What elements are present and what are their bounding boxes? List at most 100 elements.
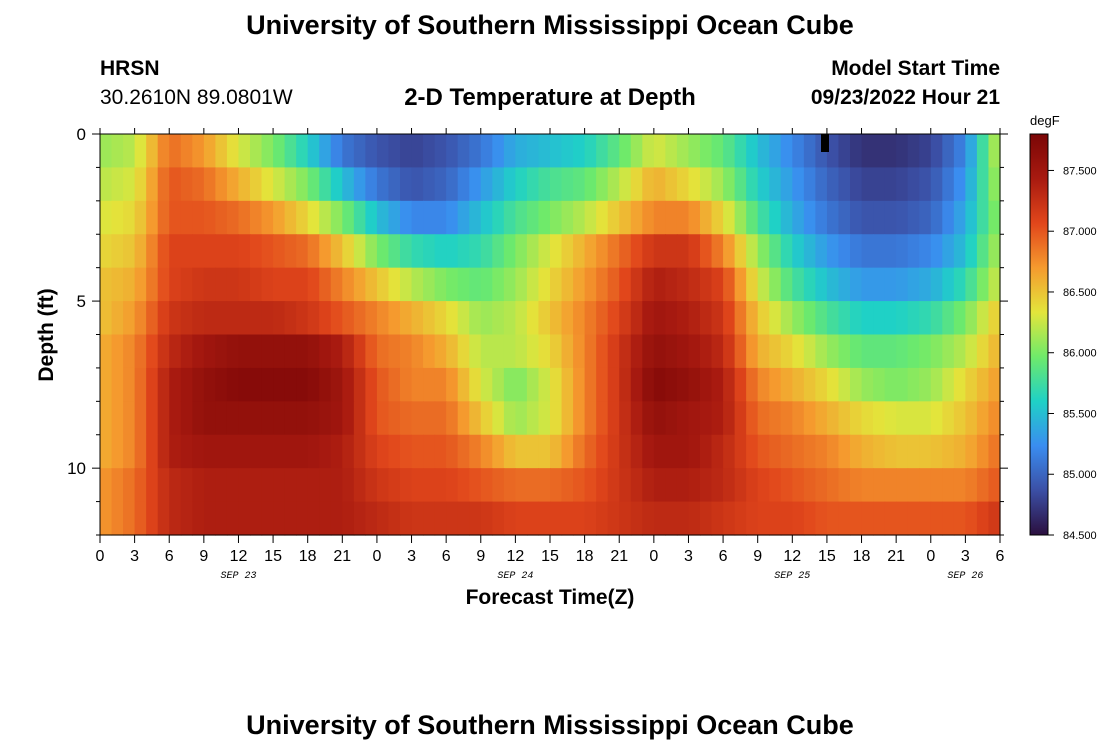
heatmap-cell (884, 167, 897, 202)
heatmap-cell (573, 167, 586, 202)
heatmap-cell (423, 401, 436, 436)
heatmap-cell (907, 234, 920, 269)
heatmap-cell (630, 501, 643, 536)
heatmap-cell (123, 167, 136, 202)
heatmap-cell (642, 134, 655, 169)
heatmap-cell (757, 401, 770, 436)
heatmap-cell (423, 334, 436, 369)
heatmap-cell (261, 501, 274, 536)
heatmap-cell (342, 468, 355, 503)
heatmap-cell (688, 501, 701, 536)
heatmap-cell (711, 501, 724, 536)
y-axis-title: Depth (ft) (35, 288, 58, 381)
heatmap-cell (400, 334, 413, 369)
heatmap-cell (446, 267, 459, 302)
heatmap-cell (746, 167, 759, 202)
heatmap-cell (330, 301, 343, 336)
heatmap-cell (653, 267, 666, 302)
heatmap-cell (907, 367, 920, 402)
heatmap-cell (711, 367, 724, 402)
heatmap-cell (134, 468, 147, 503)
colorbar-tick-label: 86.000 (1063, 348, 1097, 360)
heatmap-cell (146, 501, 159, 536)
heatmap-cell (146, 468, 159, 503)
heatmap-cell (526, 434, 540, 469)
heatmap-cell (988, 334, 1001, 369)
heatmap-cell (388, 301, 401, 336)
heatmap-cell (688, 301, 701, 336)
heatmap-cell (296, 468, 309, 503)
x-tick-label: 18 (576, 548, 594, 565)
heatmap-cell (157, 234, 170, 269)
heatmap-cell (503, 401, 516, 436)
x-tick-label: 12 (506, 548, 524, 565)
heatmap-cell (723, 501, 736, 536)
heatmap-cell (284, 401, 297, 436)
heatmap-cell (896, 367, 909, 402)
heatmap-cell (192, 301, 205, 336)
heatmap-cell (250, 367, 263, 402)
heatmap-cell (792, 434, 805, 469)
heatmap-cell (873, 301, 886, 336)
heatmap-cell (123, 334, 136, 369)
heatmap-cell (619, 267, 632, 302)
heatmap-cell (538, 200, 551, 235)
heatmap-cell (803, 234, 816, 269)
heatmap-cell (861, 401, 874, 436)
heatmap-cell (930, 234, 943, 269)
heatmap-cell (423, 468, 436, 503)
heatmap-cell (815, 167, 828, 202)
heatmap-cell (296, 401, 309, 436)
heatmap-cell (596, 234, 609, 269)
heatmap-cell (353, 301, 366, 336)
heatmap-cell (584, 468, 597, 503)
heatmap-cell (238, 301, 251, 336)
heatmap-cell (169, 167, 182, 202)
heatmap-cell (376, 468, 390, 503)
heatmap-cell (157, 434, 170, 469)
heatmap-cell (342, 434, 355, 469)
heatmap-cell (896, 234, 909, 269)
x-tick-label: 3 (130, 548, 139, 565)
heatmap-cell (400, 134, 413, 169)
heatmap-cell (907, 401, 920, 436)
heatmap-cell (723, 267, 736, 302)
heatmap-cell (884, 234, 897, 269)
model-start-time: 09/23/2022 Hour 21 (810, 86, 1000, 109)
heatmap-cell (873, 334, 886, 369)
heatmap-cell (215, 267, 228, 302)
heatmap-cell (203, 401, 216, 436)
heatmap-cell (711, 234, 724, 269)
heatmap-cell (134, 501, 147, 536)
heatmap-cell (215, 434, 228, 469)
heatmap-cell (653, 200, 666, 235)
heatmap-cell (873, 434, 886, 469)
heatmap-cell (561, 468, 574, 503)
heatmap-cell (434, 367, 447, 402)
x-tick-label: 0 (96, 548, 105, 565)
heatmap-cell (250, 134, 263, 169)
heatmap-cell (353, 200, 366, 235)
heatmap-cell (919, 200, 932, 235)
colorbar-tick-label: 87.000 (1063, 226, 1097, 238)
heatmap-cell (757, 167, 770, 202)
heatmap-cell (584, 267, 597, 302)
heatmap-cell (307, 434, 320, 469)
heatmap-cell (411, 367, 424, 402)
heatmap-cell (134, 167, 147, 202)
heatmap-cell (850, 167, 863, 202)
heatmap-cell (988, 367, 1001, 402)
heatmap-cell (434, 200, 447, 235)
heatmap-cell (688, 200, 701, 235)
heatmap-cell (434, 401, 447, 436)
heatmap-cell (815, 401, 828, 436)
heatmap-cell (226, 434, 240, 469)
heatmap-cell (596, 334, 609, 369)
heatmap-cell (480, 301, 493, 336)
heatmap-cell (526, 334, 540, 369)
heatmap-cell (192, 501, 205, 536)
heatmap-cell (100, 267, 113, 302)
heatmap-cell (803, 134, 816, 169)
heatmap-cell (261, 434, 274, 469)
x-tick-label: 9 (476, 548, 485, 565)
